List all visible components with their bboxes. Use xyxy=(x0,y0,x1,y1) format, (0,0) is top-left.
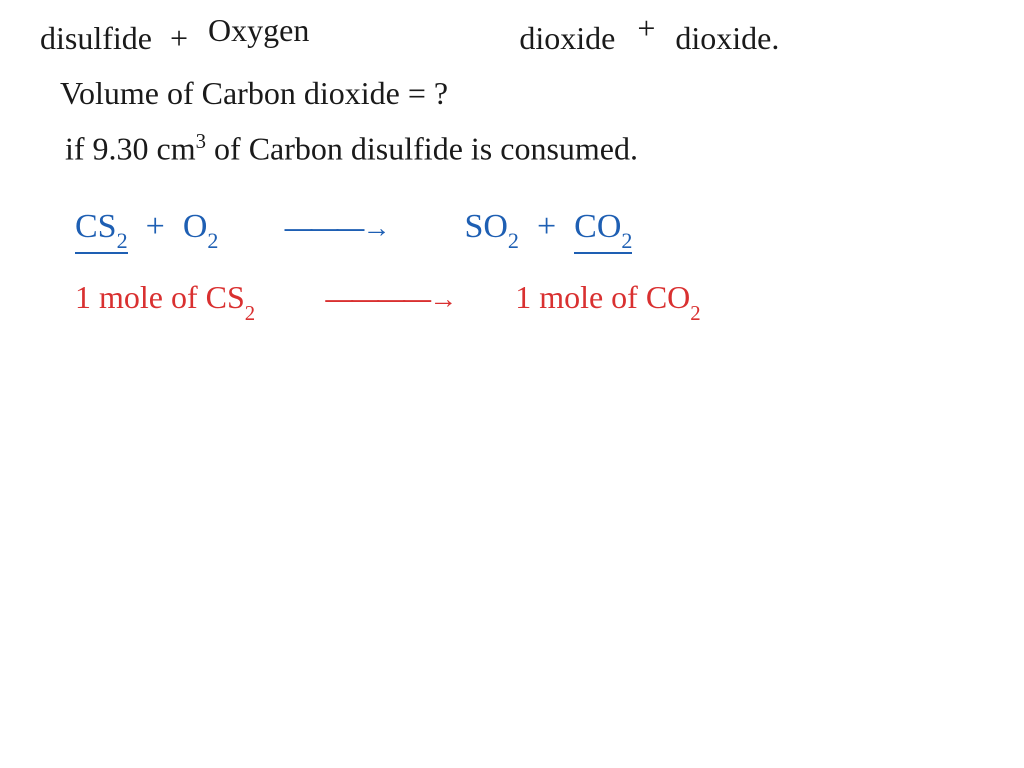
equation-line: CS2 + O2 ———→ SO2 + CO2 xyxy=(75,208,984,255)
cond-prefix: if 9.30 cm xyxy=(65,131,196,167)
question-text: Volume of Carbon dioxide = ? xyxy=(60,75,448,111)
top-partial-line: disulfide + Oxygen dioxide + dioxide. xyxy=(40,20,984,57)
co2-sub: 2 xyxy=(621,228,632,253)
mole-arrow-icon: ————→ xyxy=(325,283,455,315)
mole-right: 1 mole of CO2 xyxy=(515,279,701,321)
mole-right-sub: 2 xyxy=(690,302,700,325)
o2-sub: 2 xyxy=(207,228,218,253)
eq-plus-2: + xyxy=(537,208,556,246)
term-so2: SO2 xyxy=(464,208,519,251)
term-o2: O2 xyxy=(183,208,219,251)
cond-suffix: of Carbon disulfide is consumed. xyxy=(206,131,638,167)
cs2-base: CS xyxy=(75,208,117,245)
cond-exp: 3 xyxy=(196,130,206,153)
plus-2: + xyxy=(637,10,655,47)
mole-left-prefix: 1 mole of CS xyxy=(75,279,245,315)
question-line: Volume of Carbon dioxide = ? xyxy=(60,75,984,112)
co2-base: CO xyxy=(574,208,621,245)
mole-right-prefix: 1 mole of CO xyxy=(515,279,690,315)
mole-left-sub: 2 xyxy=(245,302,255,325)
term-cs2: CS2 xyxy=(75,208,128,255)
mole-relation-line: 1 mole of CS2 ————→ 1 mole of CO2 xyxy=(75,279,984,321)
o2-base: O xyxy=(183,208,208,245)
term-co2: CO2 xyxy=(574,208,632,255)
reaction-arrow-icon: ———→ xyxy=(284,212,388,244)
plus-1: + xyxy=(170,20,188,57)
so2-sub: 2 xyxy=(508,228,519,253)
mole-left: 1 mole of CS2 xyxy=(75,279,255,321)
word-dioxide-2: dioxide. xyxy=(675,20,779,57)
so2-base: SO xyxy=(464,208,507,245)
word-oxygen-tail: Oxygen xyxy=(208,12,309,49)
word-disulfide: disulfide xyxy=(40,20,152,57)
cs2-sub: 2 xyxy=(117,228,128,253)
condition-line: if 9.30 cm3 of Carbon disulfide is consu… xyxy=(65,130,984,168)
word-dioxide-1: dioxide xyxy=(519,20,615,57)
eq-plus-1: + xyxy=(146,208,165,246)
